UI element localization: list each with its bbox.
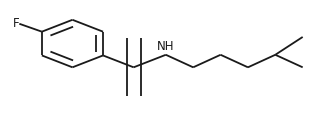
- Text: NH: NH: [157, 41, 175, 53]
- Text: F: F: [13, 17, 19, 30]
